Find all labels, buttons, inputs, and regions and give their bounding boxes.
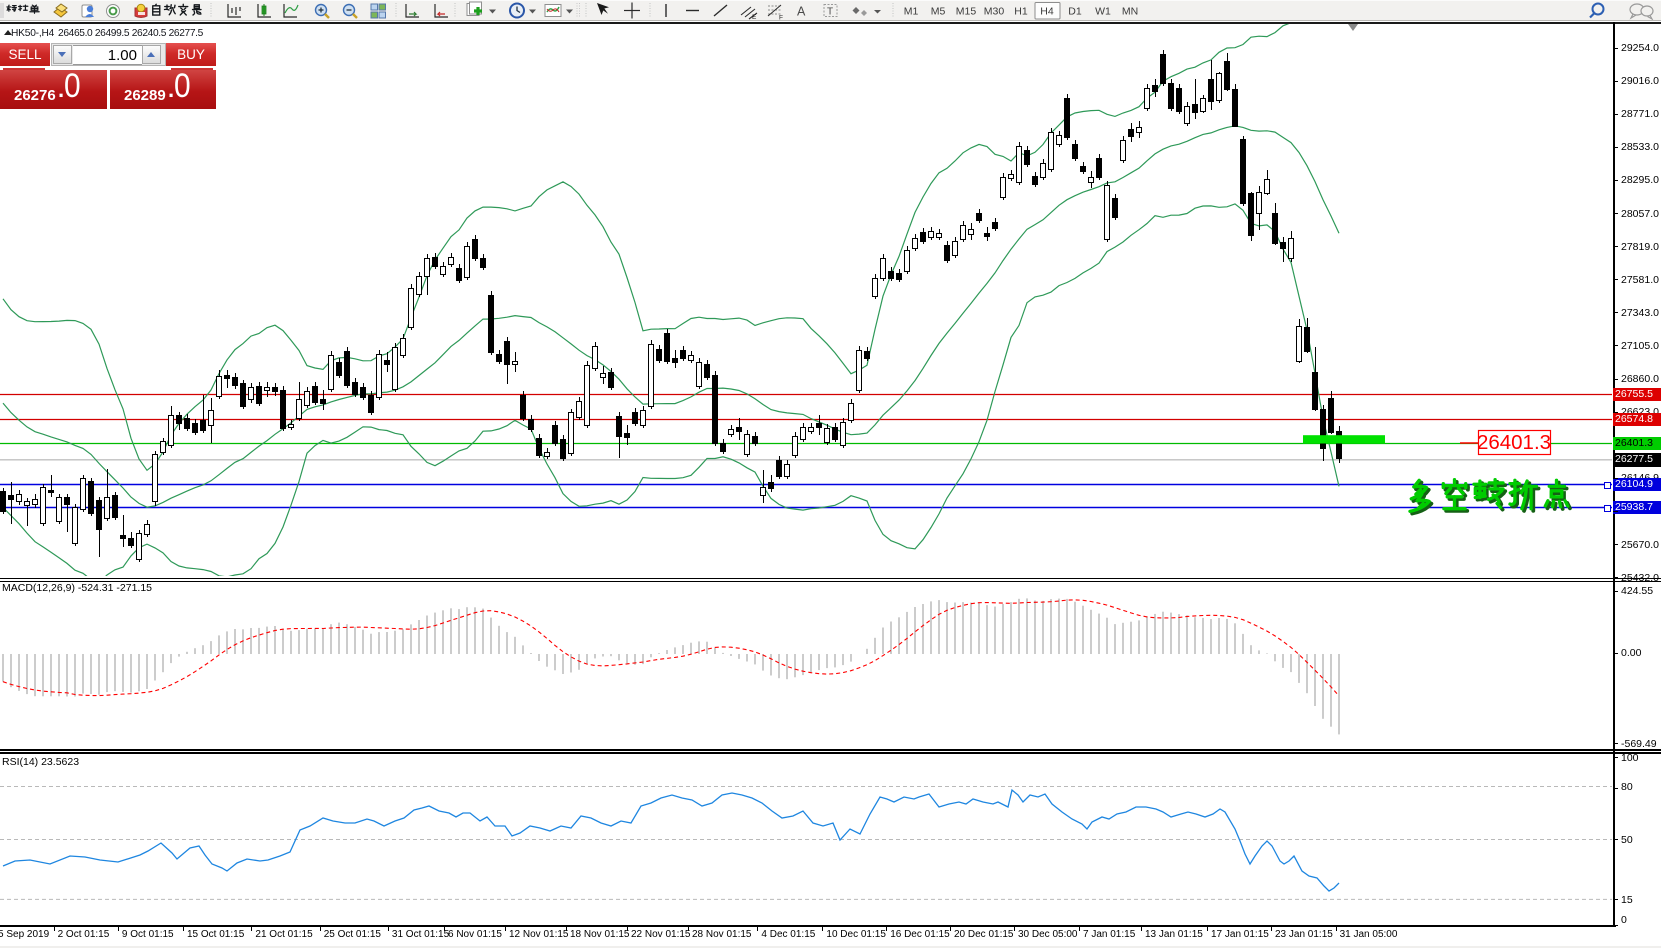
- svg-text:MN: MN: [1122, 6, 1138, 18]
- svg-text:M5: M5: [931, 6, 946, 18]
- svg-text:H4: H4: [1040, 6, 1054, 18]
- svg-text:A: A: [797, 5, 806, 19]
- svg-text:26401.3: 26401.3: [1477, 431, 1551, 454]
- svg-text:T: T: [827, 7, 833, 18]
- svg-text:D1: D1: [1068, 6, 1082, 18]
- svg-text:M30: M30: [984, 6, 1005, 18]
- svg-text:F: F: [779, 15, 783, 22]
- svg-text:H1: H1: [1014, 6, 1028, 18]
- svg-text:W1: W1: [1095, 6, 1111, 18]
- svg-text:M15: M15: [956, 6, 977, 18]
- svg-text:M1: M1: [904, 6, 919, 18]
- svg-text:E: E: [752, 14, 757, 21]
